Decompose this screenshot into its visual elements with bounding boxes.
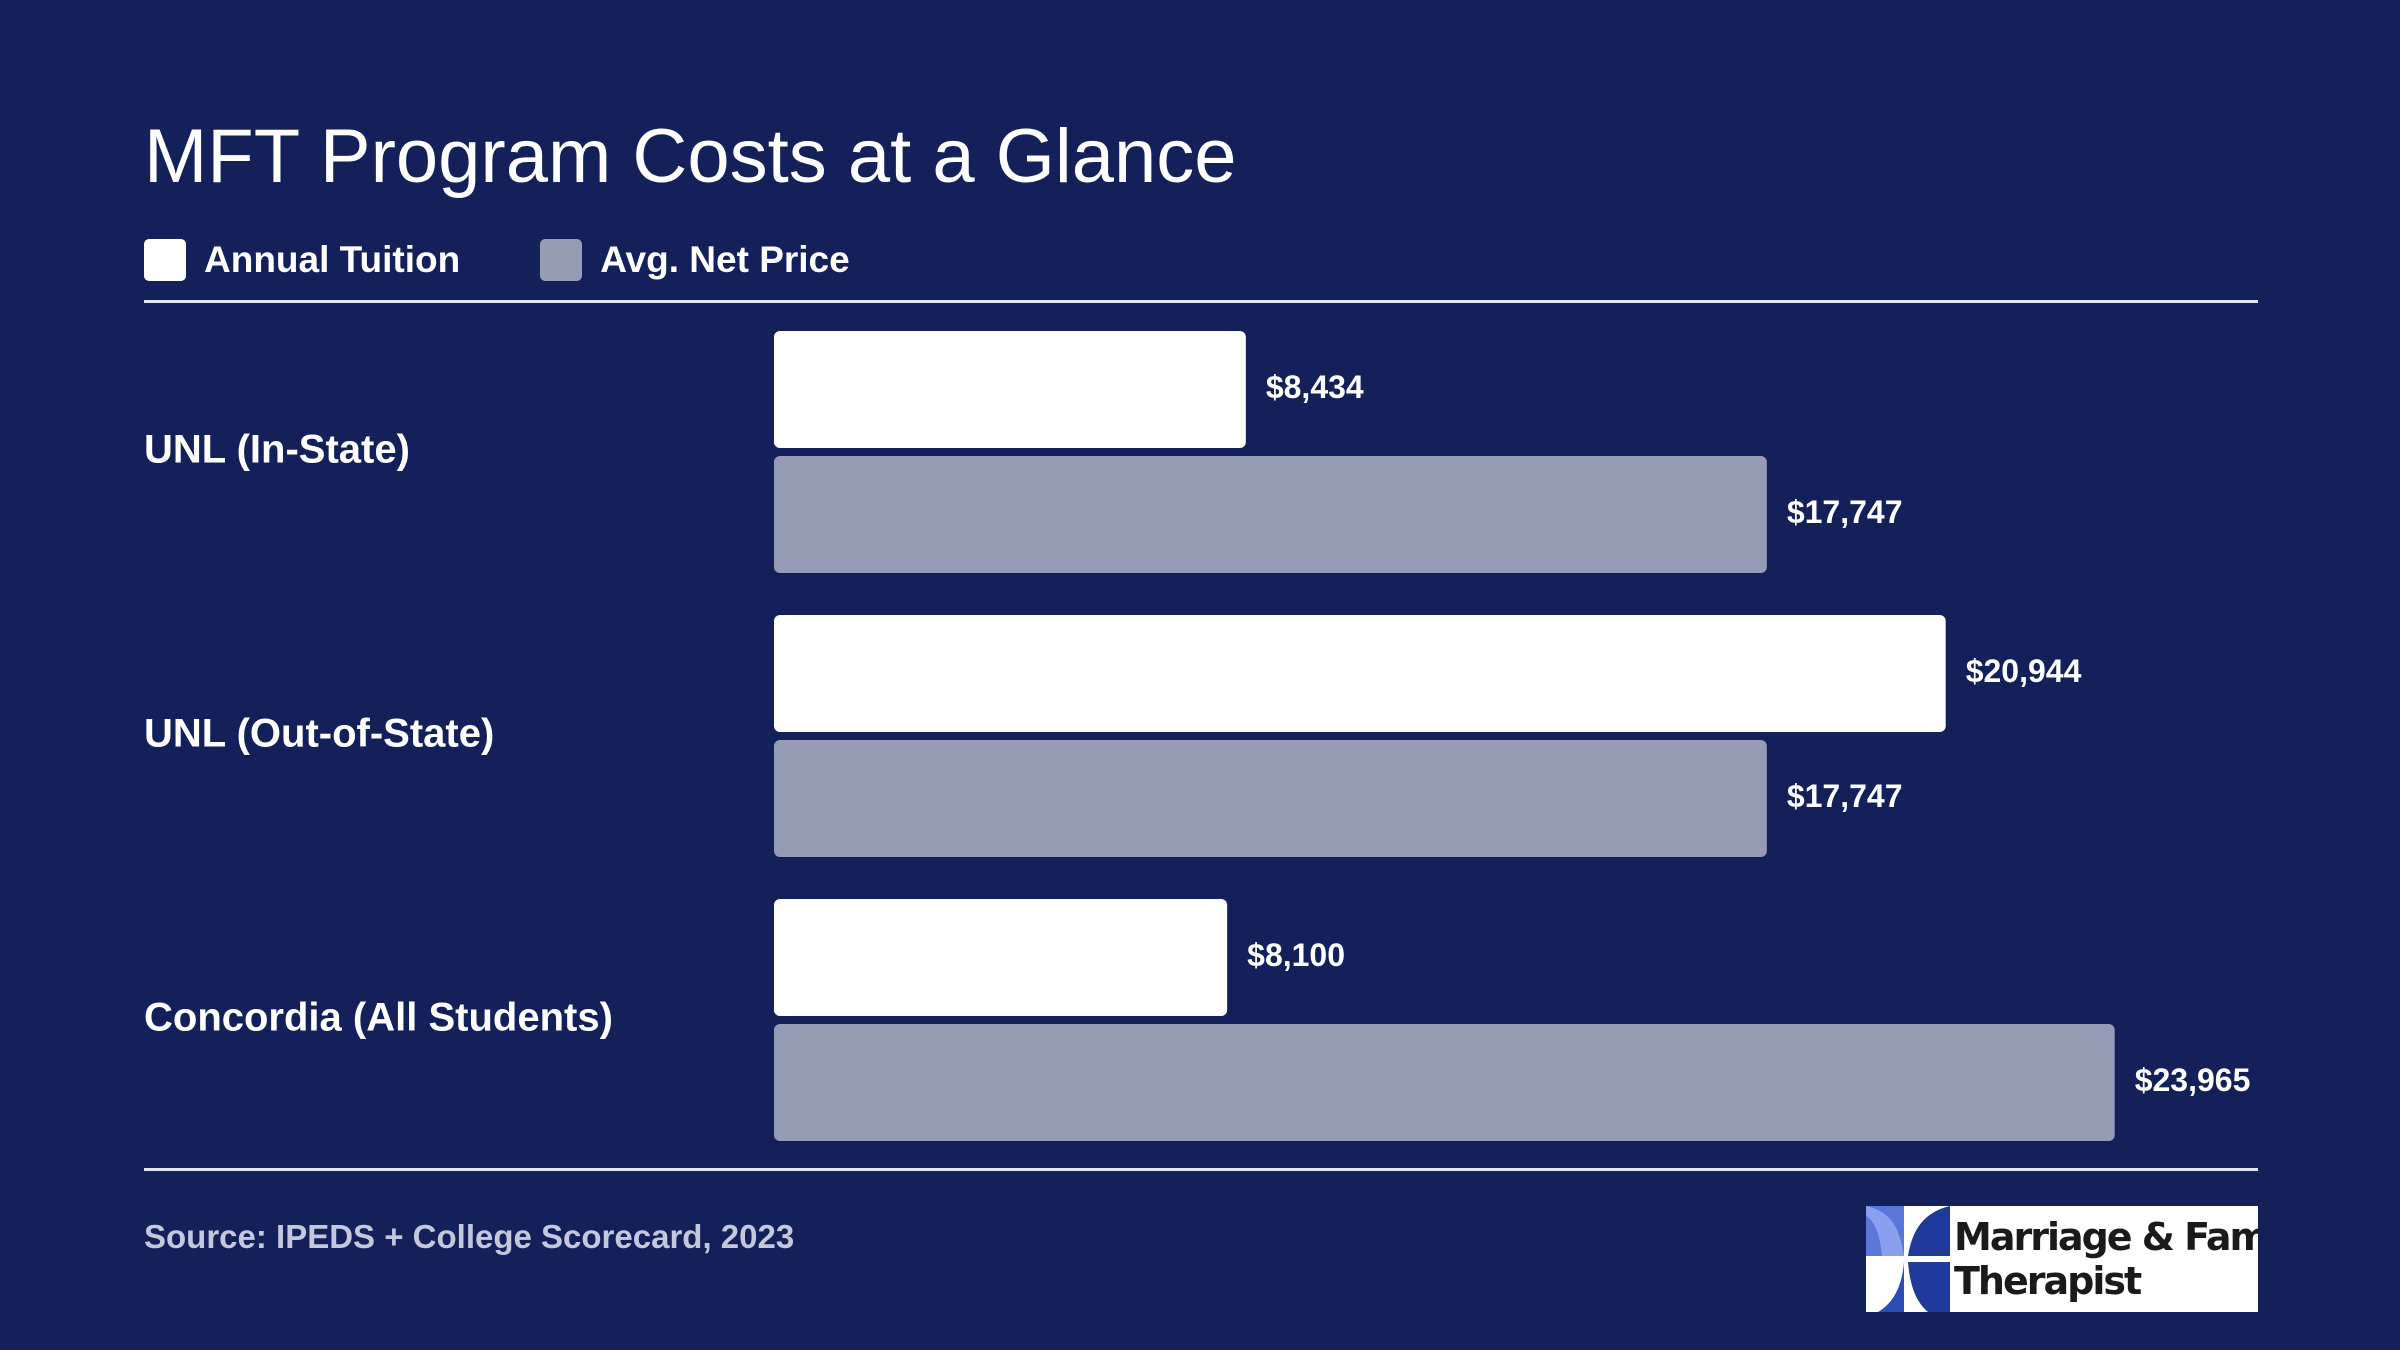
data-label-tuition: $20,944 — [1966, 653, 2082, 689]
bar-tuition — [774, 331, 1246, 448]
data-label-net-price: $17,747 — [1787, 778, 1903, 814]
legend-label-net-price: Avg. Net Price — [600, 239, 850, 280]
legend-swatch-tuition — [144, 239, 186, 281]
source-note: Source: IPEDS + College Scorecard, 2023 — [144, 1218, 795, 1255]
bar-tuition — [774, 615, 1946, 732]
logo-text: Marriage & Family Therapist — [1950, 1215, 2258, 1303]
bar-net-price — [774, 456, 1767, 573]
bar-net-price — [774, 740, 1767, 857]
category-label: Concordia (All Students) — [144, 996, 613, 1040]
data-label-tuition: $8,100 — [1247, 937, 1345, 973]
logo-mark-icon — [1866, 1206, 1950, 1312]
category-label: UNL (Out-of-State) — [144, 712, 494, 756]
top-divider — [144, 300, 2258, 303]
data-label-net-price: $23,965 — [2135, 1062, 2251, 1098]
logo-text-line2: Therapist — [1954, 1259, 2142, 1303]
category-label: UNL (In-State) — [144, 428, 410, 472]
bar-net-price — [774, 1024, 2115, 1141]
data-label-net-price: $17,747 — [1787, 494, 1903, 530]
brand-logo: Marriage & Family Therapist — [1866, 1206, 2258, 1312]
bottom-divider — [144, 1168, 2258, 1171]
legend-item-tuition: Annual Tuition — [144, 239, 460, 281]
bar-chart: UNL (In-State) $8,434 $17,747 UNL (Out-of-S… — [144, 331, 2251, 1141]
logo-text-line1: Marriage & Family — [1954, 1215, 2258, 1259]
data-label-tuition: $8,434 — [1266, 369, 1364, 405]
chart-title: MFT Program Costs at a Glance — [144, 114, 1237, 199]
legend-item-net-price: Avg. Net Price — [540, 239, 850, 281]
legend-swatch-net-price — [540, 239, 583, 281]
legend: Annual Tuition Avg. Net Price — [144, 236, 930, 284]
bar-tuition — [774, 899, 1228, 1016]
legend-label-tuition: Annual Tuition — [204, 239, 461, 280]
